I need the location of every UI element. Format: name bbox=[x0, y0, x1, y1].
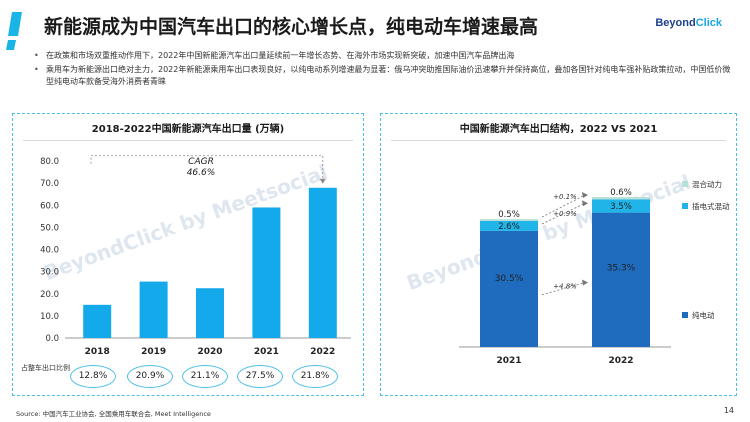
export-structure-panel: 中国新能源汽车出口结构，2022 VS 2021 BeyondClick by … bbox=[380, 113, 737, 396]
cagr-arrowhead bbox=[319, 178, 326, 184]
export-volume-chart: BeyondClick by Meetsocial 0.0 10.0 20.0 30.0… bbox=[40, 155, 351, 357]
data-label: 3.5% bbox=[610, 202, 632, 212]
watermark: BeyondClick by Meetsocial bbox=[40, 160, 330, 285]
legend-label: 纯电动 bbox=[692, 310, 715, 320]
cagr-value: 46.6% bbox=[187, 168, 216, 178]
change-arrowhead bbox=[582, 200, 588, 207]
export-volume-title: 2018-2022中国新能源汽车出口量 (万辆) bbox=[91, 124, 285, 135]
segment-2022-2 bbox=[592, 197, 650, 200]
change-arrow bbox=[541, 282, 586, 296]
export-structure-title: 中国新能源汽车出口结构，2022 VS 2021 bbox=[459, 124, 658, 135]
brand-logo: BeyondClick bbox=[655, 17, 722, 29]
x-tick-label: 2021 bbox=[496, 356, 521, 366]
legend-swatch bbox=[682, 203, 688, 209]
change-label: +0.9% bbox=[553, 210, 577, 218]
y-tick-label: 30.0 bbox=[40, 268, 59, 278]
y-tick-label: 10.0 bbox=[40, 312, 59, 322]
change-label: +4.8% bbox=[553, 283, 577, 291]
data-label: 0.6% bbox=[610, 188, 632, 198]
y-tick-label: 0.0 bbox=[45, 334, 59, 344]
legend-swatch bbox=[682, 312, 688, 318]
brand-suffix: Click bbox=[695, 17, 722, 29]
summary-bullets: 在政策和市场双重推动作用下，2022年中国新能源汽车出口量延续前一年增长态势、在… bbox=[34, 50, 734, 90]
legend-swatch bbox=[682, 181, 688, 187]
y-tick-label: 20.0 bbox=[40, 290, 59, 300]
share-ratio-2022: 21.8% bbox=[292, 365, 338, 388]
segment-2021-1 bbox=[480, 220, 538, 231]
share-ratio-2019: 20.9% bbox=[127, 365, 173, 388]
data-label: 35.3% bbox=[607, 263, 636, 273]
bar-2020 bbox=[196, 288, 224, 338]
y-tick-label: 40.0 bbox=[40, 246, 59, 256]
y-tick-label: 70.0 bbox=[40, 179, 59, 189]
segment-2022-1 bbox=[592, 199, 650, 213]
change-arrow bbox=[541, 194, 586, 218]
y-tick-label: 50.0 bbox=[40, 223, 59, 233]
page-title: 新能源成为中国汽车出口的核心增长点，纯电动车增速最高 bbox=[44, 16, 539, 38]
data-label: 0.5% bbox=[498, 210, 520, 220]
share-label: 占整车出口比例 bbox=[21, 364, 70, 372]
bullet-item: 在政策和市场双重推动作用下，2022年中国新能源汽车出口量延续前一年增长态势、在… bbox=[34, 50, 734, 62]
x-tick-label: 2021 bbox=[254, 347, 279, 357]
bullet-item: 乘用车为新能源出口绝对主力，2022年新能源乘用车出口表现良好，以纯电动系列增速… bbox=[34, 64, 734, 88]
share-ratio-2018: 12.8% bbox=[70, 365, 116, 388]
panel-divider bbox=[23, 140, 353, 141]
x-tick-label: 2022 bbox=[608, 356, 633, 366]
segment-2021-2 bbox=[480, 219, 538, 221]
footer-source: Source: 中国汽车工业协会, 全国乘用车联合会, Meet Intelli… bbox=[16, 410, 211, 418]
bar-2019 bbox=[139, 281, 168, 338]
change-arrowhead bbox=[582, 192, 588, 198]
x-tick-label: 2020 bbox=[197, 347, 222, 357]
legend-label: 插电式混动 bbox=[692, 201, 730, 211]
segment-2021-0 bbox=[480, 230, 538, 347]
y-tick-label: 60.0 bbox=[40, 201, 59, 211]
x-tick-label: 2019 bbox=[141, 347, 166, 357]
x-tick-label: 2022 bbox=[310, 347, 335, 357]
bar-2022 bbox=[308, 187, 337, 338]
segment-2022-0 bbox=[592, 212, 650, 347]
share-ratio-2020: 21.1% bbox=[182, 365, 228, 388]
data-label: 2.6% bbox=[498, 222, 520, 232]
legend-label: 混合动力 bbox=[692, 179, 722, 189]
y-tick-label: 80.0 bbox=[40, 157, 59, 167]
page-number: 14 bbox=[723, 406, 734, 415]
panel-divider bbox=[391, 140, 726, 141]
export-volume-panel: 2018-2022中国新能源汽车出口量 (万辆) BeyondClick by … bbox=[12, 113, 364, 396]
bar-2018 bbox=[83, 304, 112, 338]
cagr-label: CAGR bbox=[188, 157, 214, 167]
brand-prefix: Beyond bbox=[655, 17, 696, 29]
x-tick-label: 2018 bbox=[85, 347, 110, 357]
data-label: 30.5% bbox=[495, 274, 524, 284]
share-ratio-2021: 27.5% bbox=[237, 365, 283, 388]
watermark: BeyondClick by Meetsocial bbox=[403, 170, 693, 295]
change-arrowhead bbox=[582, 279, 588, 286]
export-structure-chart: BeyondClick by Meetsocial 2021 30.5% 2.6% 0.… bbox=[403, 170, 730, 366]
bar-2021 bbox=[252, 207, 281, 338]
brand-mark-icon bbox=[6, 12, 22, 50]
change-label: +0.1% bbox=[553, 193, 577, 201]
